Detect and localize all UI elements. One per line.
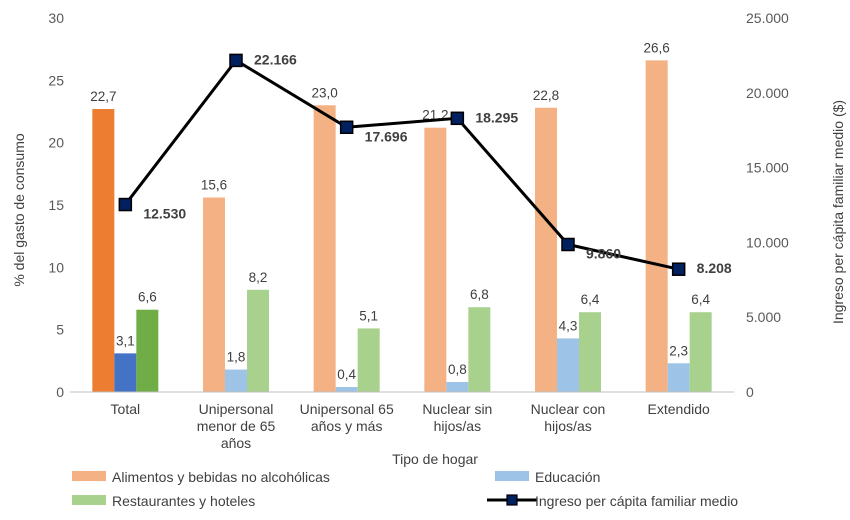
legend-swatch — [72, 471, 106, 481]
y2-tick-label: 5.000 — [746, 309, 781, 325]
y2-tick-label: 0 — [746, 384, 754, 400]
y2-axis-title: Ingreso per cápita familiar medio ($) — [830, 100, 846, 324]
bar-data-label: 15,6 — [201, 178, 227, 193]
bar — [203, 197, 225, 392]
bar-data-label: 5,1 — [359, 308, 378, 323]
y-axis-right: 0 5.000 10.000 15.000 20.000 25.000 — [746, 10, 789, 400]
y-tick-label: 20 — [48, 135, 64, 151]
legend-label: Alimentos y bebidas no alcohólicas — [112, 469, 330, 485]
bar — [579, 312, 601, 392]
bar — [468, 307, 491, 392]
legend-swatch — [495, 471, 529, 481]
bar — [557, 338, 579, 392]
bar — [335, 387, 358, 392]
line-data-label: 17.696 — [365, 128, 408, 144]
bar — [424, 127, 447, 392]
line-marker — [450, 111, 465, 126]
x-tick-label: Unipersonal 65 años y más — [300, 401, 394, 434]
bars — [92, 60, 712, 393]
bar-data-label: 4,3 — [559, 318, 578, 333]
y-tick-label: 15 — [48, 197, 64, 213]
bar-data-label: 2,3 — [669, 343, 688, 358]
bar — [92, 109, 115, 393]
legend: Alimentos y bebidas no alcohólicas Educac… — [72, 469, 738, 509]
bar — [535, 107, 557, 392]
x-tick-label: Nuclear sin hijos/as — [422, 401, 492, 434]
y-axis-left: 0 5 10 15 20 25 30 — [48, 10, 64, 400]
bar-data-label: 0,4 — [337, 367, 356, 382]
bar — [225, 369, 247, 392]
x-tick-label: Unipersonal menor de 65 años — [197, 401, 276, 451]
bar-labels: 22,73,16,615,61,88,223,00,45,121,20,86,8… — [90, 40, 710, 382]
income-line: 12.530 22.166 17.696 18.295 9.860 8.208 — [118, 51, 732, 276]
y2-tick-label: 25.000 — [746, 10, 789, 26]
line-marker — [339, 120, 354, 135]
bar — [114, 353, 137, 392]
income-line-path — [124, 58, 679, 271]
bar-data-label: 6,4 — [691, 292, 710, 307]
bar-data-label: 23,0 — [312, 85, 338, 100]
line-data-label: 9.860 — [586, 245, 621, 261]
x-axis-title: Tipo de hogar — [392, 451, 478, 467]
y-tick-label: 30 — [48, 10, 64, 26]
bar-data-label: 22,7 — [90, 89, 116, 104]
legend-item: Educación — [495, 469, 600, 485]
line-data-label: 12.530 — [143, 206, 186, 222]
line-data-label: 22.166 — [254, 51, 297, 67]
bar — [357, 328, 380, 392]
legend-label: Ingreso per cápita familiar medio — [535, 493, 738, 509]
x-tick-label: Nuclear con hijos/as — [531, 401, 606, 434]
line-marker — [229, 53, 243, 68]
legend-item: Alimentos y bebidas no alcohólicas — [72, 469, 330, 485]
legend-item: Ingreso per cápita familiar medio — [487, 493, 738, 509]
legend-label: Restaurantes y hoteles — [112, 493, 255, 509]
x-axis: Total Unipersonal menor de 65 años Uniperson… — [70, 391, 734, 451]
y-tick-label: 25 — [48, 72, 64, 88]
y2-tick-label: 20.000 — [746, 85, 789, 101]
y-tick-label: 10 — [48, 259, 64, 275]
line-data-label: 8.208 — [697, 260, 732, 276]
y-tick-label: 0 — [56, 384, 64, 400]
bar-data-label: 0,8 — [448, 362, 467, 377]
bar-data-label: 26,6 — [644, 40, 670, 55]
bar-data-label: 1,8 — [227, 350, 246, 365]
y2-tick-label: 10.000 — [746, 234, 789, 250]
bar — [689, 312, 712, 392]
legend-marker — [506, 494, 518, 506]
y-axis-title: % del gasto de consumo — [11, 133, 27, 287]
bar — [247, 289, 269, 392]
x-tick-label: Total — [111, 401, 141, 417]
bar — [446, 382, 469, 392]
line-data-label: 18.295 — [475, 109, 518, 125]
bar-data-label: 3,1 — [116, 333, 135, 348]
bar — [667, 363, 690, 392]
line-marker — [118, 197, 133, 212]
bar-data-label: 6,6 — [138, 290, 157, 305]
bar — [313, 105, 336, 393]
bar-data-label: 6,4 — [581, 292, 600, 307]
x-tick-label: Extendido — [648, 401, 710, 417]
bar-data-label: 8,2 — [249, 270, 268, 285]
bar — [645, 60, 668, 393]
legend-label: Educación — [535, 469, 600, 485]
line-marker — [671, 262, 686, 276]
bar-data-label: 6,8 — [470, 287, 489, 302]
legend-item: Restaurantes y hoteles — [72, 493, 255, 509]
bar-data-label: 22,8 — [533, 88, 559, 103]
line-marker — [561, 237, 575, 252]
y2-tick-label: 15.000 — [746, 160, 789, 176]
legend-swatch — [72, 495, 106, 505]
y-tick-label: 5 — [56, 322, 64, 338]
bar — [136, 309, 159, 392]
